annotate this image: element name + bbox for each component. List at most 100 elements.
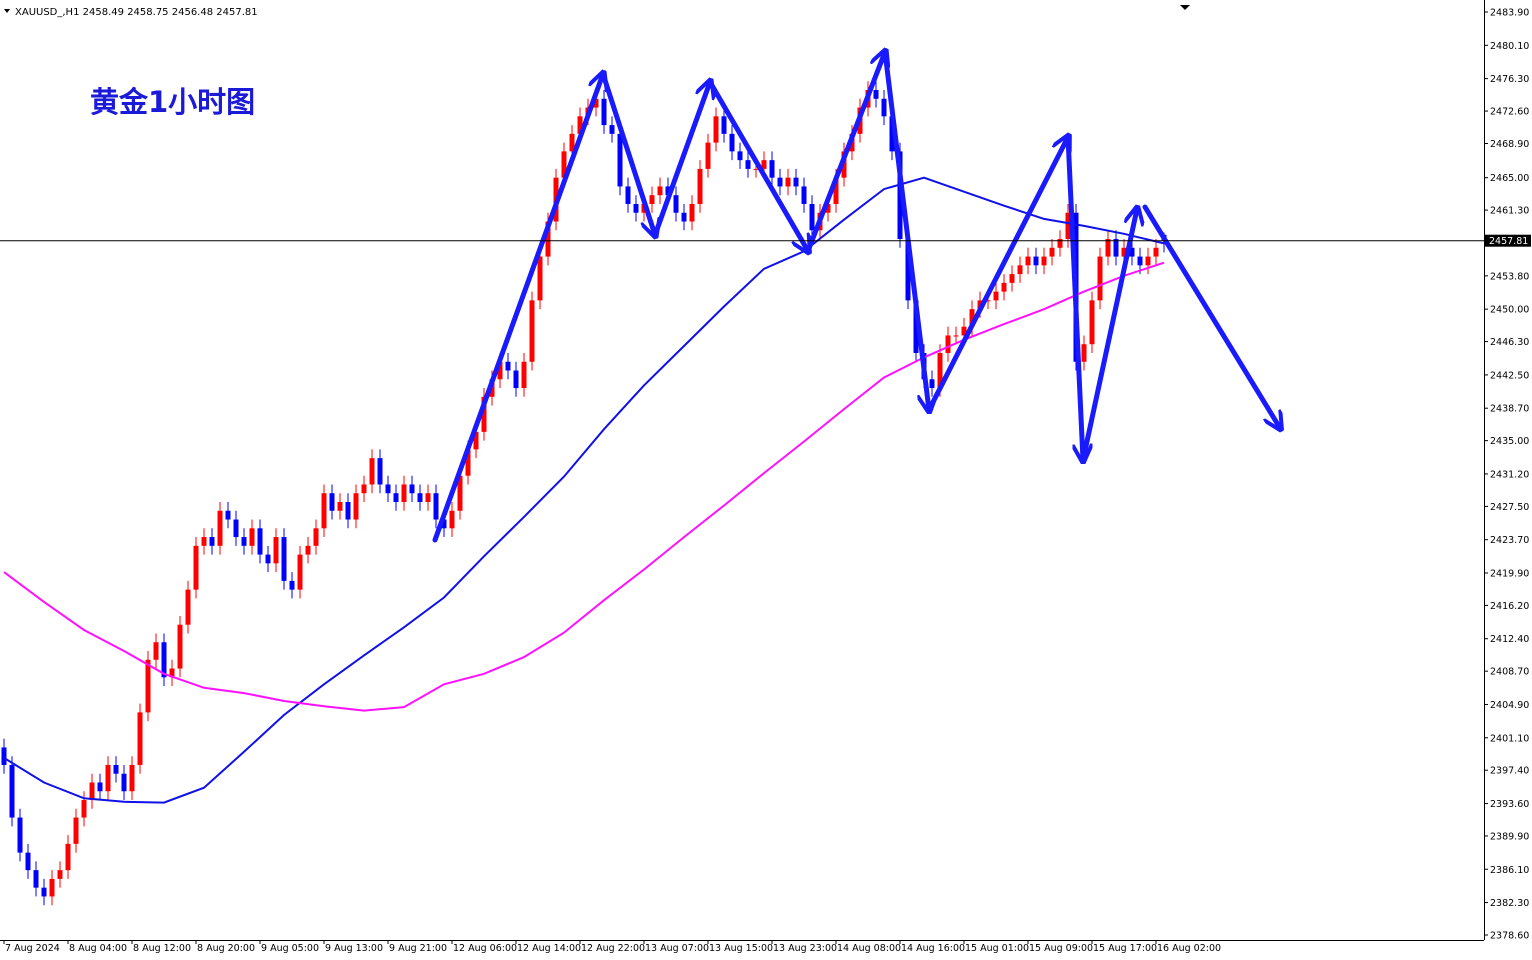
candle-body bbox=[985, 300, 991, 302]
candle-body bbox=[217, 510, 223, 546]
open-value: 2458.49 bbox=[83, 7, 124, 18]
candle-body bbox=[241, 537, 247, 546]
candle-body bbox=[369, 458, 375, 485]
candle-body bbox=[121, 773, 127, 792]
plot-area bbox=[1, 81, 1167, 906]
header: XAUUSD_,H1 2458.49 2458.75 2456.48 2457.… bbox=[15, 7, 258, 18]
candle-body bbox=[449, 510, 455, 529]
x-tick-label: 8 Aug 20:00 bbox=[197, 943, 255, 954]
candle-body bbox=[377, 458, 383, 485]
trend-arrow bbox=[926, 137, 1068, 413]
candle-body bbox=[281, 537, 287, 581]
trend-arrow bbox=[805, 52, 885, 254]
candle-body bbox=[137, 712, 143, 765]
y-tick-label: 2382.30 bbox=[1490, 898, 1529, 909]
candle-body bbox=[361, 484, 367, 494]
candle-body bbox=[721, 116, 727, 134]
candle-body bbox=[1097, 256, 1103, 301]
y-tick-label: 2450.00 bbox=[1490, 305, 1529, 316]
x-tick-label: 14 Aug 16:00 bbox=[901, 943, 965, 954]
candle-body bbox=[57, 870, 63, 879]
candle-body bbox=[689, 203, 695, 222]
candle-body bbox=[657, 186, 663, 196]
candle-body bbox=[1105, 239, 1111, 257]
x-tick-label: 13 Aug 23:00 bbox=[773, 943, 837, 954]
y-tick-label: 2397.40 bbox=[1490, 766, 1529, 777]
candle-body bbox=[577, 116, 583, 134]
y-tick-label: 2435.00 bbox=[1490, 436, 1529, 447]
chart-title: 黄金1小时图 bbox=[90, 85, 255, 119]
candle-body bbox=[697, 168, 703, 204]
candle-body bbox=[1137, 256, 1143, 266]
y-tick-label: 2461.30 bbox=[1490, 206, 1529, 217]
candle-body bbox=[17, 817, 23, 853]
trend-arrow bbox=[1142, 204, 1280, 428]
y-tick-label: 2438.70 bbox=[1490, 404, 1529, 415]
y-tick-label: 2408.70 bbox=[1490, 667, 1529, 678]
candle-body bbox=[185, 589, 191, 625]
moving-average bbox=[3, 261, 1165, 712]
candle-body bbox=[353, 493, 359, 520]
candle-body bbox=[1129, 247, 1135, 257]
candle-body bbox=[457, 475, 463, 511]
y-tick-label: 2389.90 bbox=[1490, 831, 1529, 842]
candle-body bbox=[881, 98, 887, 117]
candle-body bbox=[945, 335, 951, 353]
candle-body bbox=[521, 361, 527, 389]
candle-body bbox=[809, 203, 815, 231]
candle-body bbox=[889, 116, 895, 152]
y-tick-label: 2378.60 bbox=[1490, 931, 1529, 942]
symbol: XAUUSD_,H1 bbox=[15, 7, 79, 18]
y-tick-label: 2423.70 bbox=[1490, 535, 1529, 546]
candle-body bbox=[41, 887, 47, 897]
candle-body bbox=[201, 537, 207, 546]
candle-body bbox=[297, 554, 303, 590]
y-tick-label: 2416.20 bbox=[1490, 601, 1529, 612]
candle-body bbox=[953, 335, 959, 337]
x-tick-label: 15 Aug 01:00 bbox=[965, 943, 1029, 954]
x-tick-label: 13 Aug 15:00 bbox=[709, 943, 773, 954]
shift-marker bbox=[1180, 5, 1190, 10]
candle-body bbox=[729, 133, 735, 152]
candle-body bbox=[97, 782, 103, 792]
y-tick-label: 2412.40 bbox=[1490, 634, 1529, 645]
y-tick-label: 2386.10 bbox=[1490, 865, 1529, 876]
trend-arrow bbox=[882, 49, 929, 410]
candle-body bbox=[673, 195, 679, 213]
candle-body bbox=[937, 352, 943, 389]
candle-body bbox=[785, 177, 791, 187]
candle-body bbox=[473, 431, 479, 450]
candle-body bbox=[617, 133, 623, 187]
candle-body bbox=[321, 493, 327, 529]
candle-body bbox=[793, 177, 799, 187]
y-tick-label: 2465.00 bbox=[1490, 173, 1529, 184]
y-tick-label: 2419.90 bbox=[1490, 568, 1529, 579]
y-tick-label: 2431.20 bbox=[1490, 469, 1529, 480]
candle-body bbox=[713, 116, 719, 143]
candle-body bbox=[129, 764, 135, 792]
candle-body bbox=[337, 501, 343, 511]
y-tick-label: 2446.30 bbox=[1490, 337, 1529, 348]
trend-arrow bbox=[1080, 209, 1137, 463]
candle-body bbox=[1001, 282, 1007, 292]
x-tick-label: 16 Aug 02:00 bbox=[1157, 943, 1221, 954]
candle-body bbox=[193, 545, 199, 590]
candle-body bbox=[561, 151, 567, 178]
y-tick-label: 2427.50 bbox=[1490, 502, 1529, 513]
candle-body bbox=[1057, 239, 1063, 248]
candle-body bbox=[257, 528, 263, 555]
candle-body bbox=[81, 800, 87, 818]
x-tick-label: 8 Aug 04:00 bbox=[69, 943, 127, 954]
candle-body bbox=[65, 843, 71, 871]
candle-body bbox=[833, 177, 839, 204]
y-tick-label: 2401.10 bbox=[1490, 733, 1529, 744]
x-tick-label: 9 Aug 05:00 bbox=[261, 943, 319, 954]
candle-body bbox=[145, 659, 151, 713]
candle-body bbox=[481, 396, 487, 432]
candle-body bbox=[1025, 256, 1031, 266]
x-tick-label: 9 Aug 13:00 bbox=[325, 943, 383, 954]
candle-body bbox=[1145, 256, 1151, 266]
candle-body bbox=[9, 764, 15, 818]
header-marker bbox=[4, 9, 10, 13]
candle-body bbox=[1113, 239, 1119, 257]
